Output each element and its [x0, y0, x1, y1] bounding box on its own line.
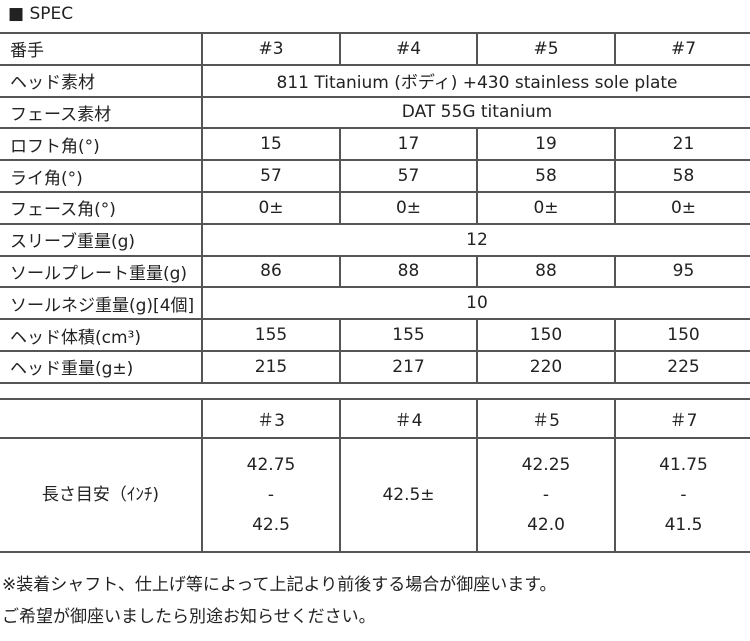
range-sep: - — [267, 485, 275, 505]
range-max: 42.25 — [521, 455, 571, 475]
cell: 57 — [201, 159, 341, 193]
row-label: ヘッド重量(g±) — [0, 349, 203, 384]
cell: 225 — [614, 349, 750, 384]
cell: 155 — [201, 318, 341, 352]
cell: 19 — [476, 127, 616, 162]
cell: 220 — [476, 349, 616, 384]
cell: 215 — [201, 349, 341, 384]
note-text: ※装着シャフト、仕上げ等によって上記より前後する場合が御座います。 — [2, 575, 557, 595]
cell: 0± — [614, 190, 750, 225]
cell: 88 — [476, 254, 616, 289]
range-min: 41.5 — [664, 515, 703, 535]
row-label: ロフト角(°) — [0, 127, 203, 162]
row-label: 長さ目安（ｲﾝﾁ) — [0, 437, 203, 553]
cell: 41.75 - 41.5 — [614, 437, 750, 553]
header-cell: ＃4 — [339, 398, 478, 439]
cell: 42.75 - 42.5 — [201, 437, 341, 553]
table-row: フェース角(°) 0± 0± 0± 0± — [0, 190, 750, 225]
cell: 0± — [339, 190, 478, 225]
range-min: 42.5 — [252, 515, 290, 535]
header-cell: ＃5 — [476, 398, 616, 439]
header-cell: #3 — [201, 32, 341, 66]
row-label: ソールネジ重量(g)[4個] — [0, 286, 203, 321]
cell: 95 — [614, 254, 750, 289]
header-cell — [0, 398, 203, 439]
table-row: スリーブ重量(g) 12 — [0, 222, 750, 257]
table-row: 番手 #3 #4 #5 #7 — [0, 32, 750, 66]
cell: 12 — [201, 222, 750, 257]
cell: 21 — [614, 127, 750, 162]
table-row: ライ角(°) 57 57 58 58 — [0, 159, 750, 193]
cell: 217 — [339, 349, 478, 384]
cell: 58 — [476, 159, 616, 193]
table-row: ヘッド重量(g±) 215 217 220 225 — [0, 349, 750, 384]
length-table: ＃3 ＃4 ＃5 ＃7 長さ目安（ｲﾝﾁ) 42.75 - 42.5 42.5± 4… — [0, 398, 750, 553]
cell: 88 — [339, 254, 478, 289]
note-text: ご希望が御座いましたら別途お知らせください。 — [2, 607, 376, 627]
row-label: ライ角(°) — [0, 159, 203, 193]
cell: 86 — [201, 254, 341, 289]
header-cell: ＃3 — [201, 398, 341, 439]
cell: 42.5± — [339, 437, 478, 553]
spec-table: 番手 #3 #4 #5 #7 ヘッド素材 811 Titanium (ボディ) … — [0, 32, 750, 384]
table-row: ソールネジ重量(g)[4個] 10 — [0, 286, 750, 321]
cell: 150 — [476, 318, 616, 352]
cell: 17 — [339, 127, 478, 162]
cell: 15 — [201, 127, 341, 162]
cell: 150 — [614, 318, 750, 352]
header-cell: #7 — [614, 32, 750, 66]
table-row: ＃3 ＃4 ＃5 ＃7 — [0, 398, 750, 439]
table-row: ソールプレート重量(g) 86 88 88 95 — [0, 254, 750, 289]
header-cell: #5 — [476, 32, 616, 66]
cell: 57 — [339, 159, 478, 193]
cell: 0± — [201, 190, 341, 225]
table-row: フェース素材 DAT 55G titanium — [0, 95, 750, 130]
row-label: フェース角(°) — [0, 190, 203, 225]
table-row: ヘッド体積(cm³) 155 155 150 150 — [0, 318, 750, 352]
row-label: ヘッド体積(cm³) — [0, 318, 203, 352]
row-label: フェース素材 — [0, 95, 203, 130]
header-cell: ＃7 — [614, 398, 750, 439]
cell: DAT 55G titanium — [201, 95, 750, 130]
range-max: 42.75 — [246, 455, 296, 475]
table-row: ロフト角(°) 15 17 19 21 — [0, 127, 750, 162]
cell: 0± — [476, 190, 616, 225]
range-sep: - — [542, 485, 550, 505]
cell: 42.25 - 42.0 — [476, 437, 616, 553]
header-cell: #4 — [339, 32, 478, 66]
row-label: スリーブ重量(g) — [0, 222, 203, 257]
range-max: 41.75 — [659, 455, 708, 475]
cell: 155 — [339, 318, 478, 352]
row-label: ヘッド素材 — [0, 63, 203, 98]
range-sep: - — [680, 485, 687, 505]
range-min: 42.0 — [527, 515, 565, 535]
section-title: ■ SPEC — [8, 4, 74, 24]
cell: 10 — [201, 286, 750, 321]
cell: 811 Titanium (ボディ) +430 stainless sole p… — [201, 63, 750, 98]
cell: 58 — [614, 159, 750, 193]
row-label: ソールプレート重量(g) — [0, 254, 203, 289]
table-row: 長さ目安（ｲﾝﾁ) 42.75 - 42.5 42.5± 42.25 - 42.0 41… — [0, 437, 750, 553]
table-row: ヘッド素材 811 Titanium (ボディ) +430 stainless … — [0, 63, 750, 98]
header-cell: 番手 — [0, 32, 203, 66]
